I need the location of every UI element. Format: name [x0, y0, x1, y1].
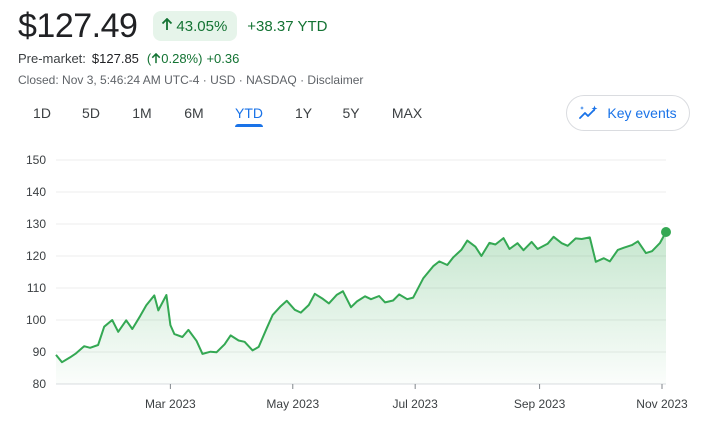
price-area	[56, 232, 666, 384]
market-status: Closed: Nov 3, 5:46:24 AM UTC-4 · USD · …	[18, 73, 364, 87]
tab-6m[interactable]: 6M	[184, 105, 204, 121]
tab-1d[interactable]: 1D	[33, 105, 51, 121]
premarket-absolute: +0.36	[206, 51, 240, 66]
current-price: $127.49	[18, 7, 138, 45]
y-tick-label: 130	[26, 217, 46, 231]
arrow-up-icon	[161, 17, 173, 35]
y-axis: 80 90 100 110 120 130 140 150	[26, 153, 46, 391]
premarket-row: Pre-market: $127.85 (0.28%) +0.36	[18, 51, 239, 66]
tab-1m[interactable]: 1M	[132, 105, 152, 121]
y-tick-label: 120	[26, 249, 46, 263]
key-events-button[interactable]: Key events	[566, 95, 690, 131]
price-line	[55, 231, 667, 364]
x-tick-label: May 2023	[266, 397, 319, 411]
tab-5d[interactable]: 5D	[82, 105, 100, 121]
key-events-label: Key events	[607, 105, 677, 121]
tab-1y[interactable]: 1Y	[295, 105, 313, 121]
premarket-price: $127.85	[91, 51, 139, 66]
y-tick-label: 80	[33, 377, 47, 391]
y-tick-label: 140	[26, 185, 46, 199]
percent-change-value: 43.05%	[176, 17, 228, 35]
x-tick-label: Sep 2023	[514, 397, 566, 411]
premarket-percent: (0.28%)	[146, 51, 203, 66]
premarket-percent-value: 0.28%	[161, 51, 199, 66]
x-tick-label: Jul 2023	[392, 397, 438, 411]
arrow-up-icon	[151, 51, 161, 66]
absolute-change: +38.37 YTD	[247, 17, 328, 35]
trend-sparkle-icon	[579, 105, 598, 119]
y-tick-label: 150	[26, 153, 46, 167]
x-tick-label: Nov 2023	[636, 397, 688, 411]
y-tick-label: 110	[27, 281, 46, 295]
percent-change-badge: 43.05%	[153, 11, 238, 41]
y-tick-label: 90	[33, 345, 47, 359]
tab-ytd[interactable]: YTD	[235, 98, 263, 128]
price-points	[55, 231, 667, 363]
x-tick-label: Mar 2023	[145, 397, 196, 411]
last-price-dot[interactable]	[661, 227, 671, 237]
premarket-label: Pre-market:	[18, 51, 86, 66]
x-axis: Mar 2023 May 2023 Jul 2023 Sep 2023 Nov 2023	[145, 384, 688, 411]
price-chart[interactable]: 80 90 100 110 120 130 140 150 Mar 2023 May 2023 J…	[0, 140, 707, 422]
y-tick-label: 100	[26, 313, 46, 327]
tab-max[interactable]: MAX	[391, 105, 423, 121]
price-header: $127.49 43.05% +38.37 YTD	[18, 6, 327, 46]
tab-5y[interactable]: 5Y	[342, 105, 360, 121]
